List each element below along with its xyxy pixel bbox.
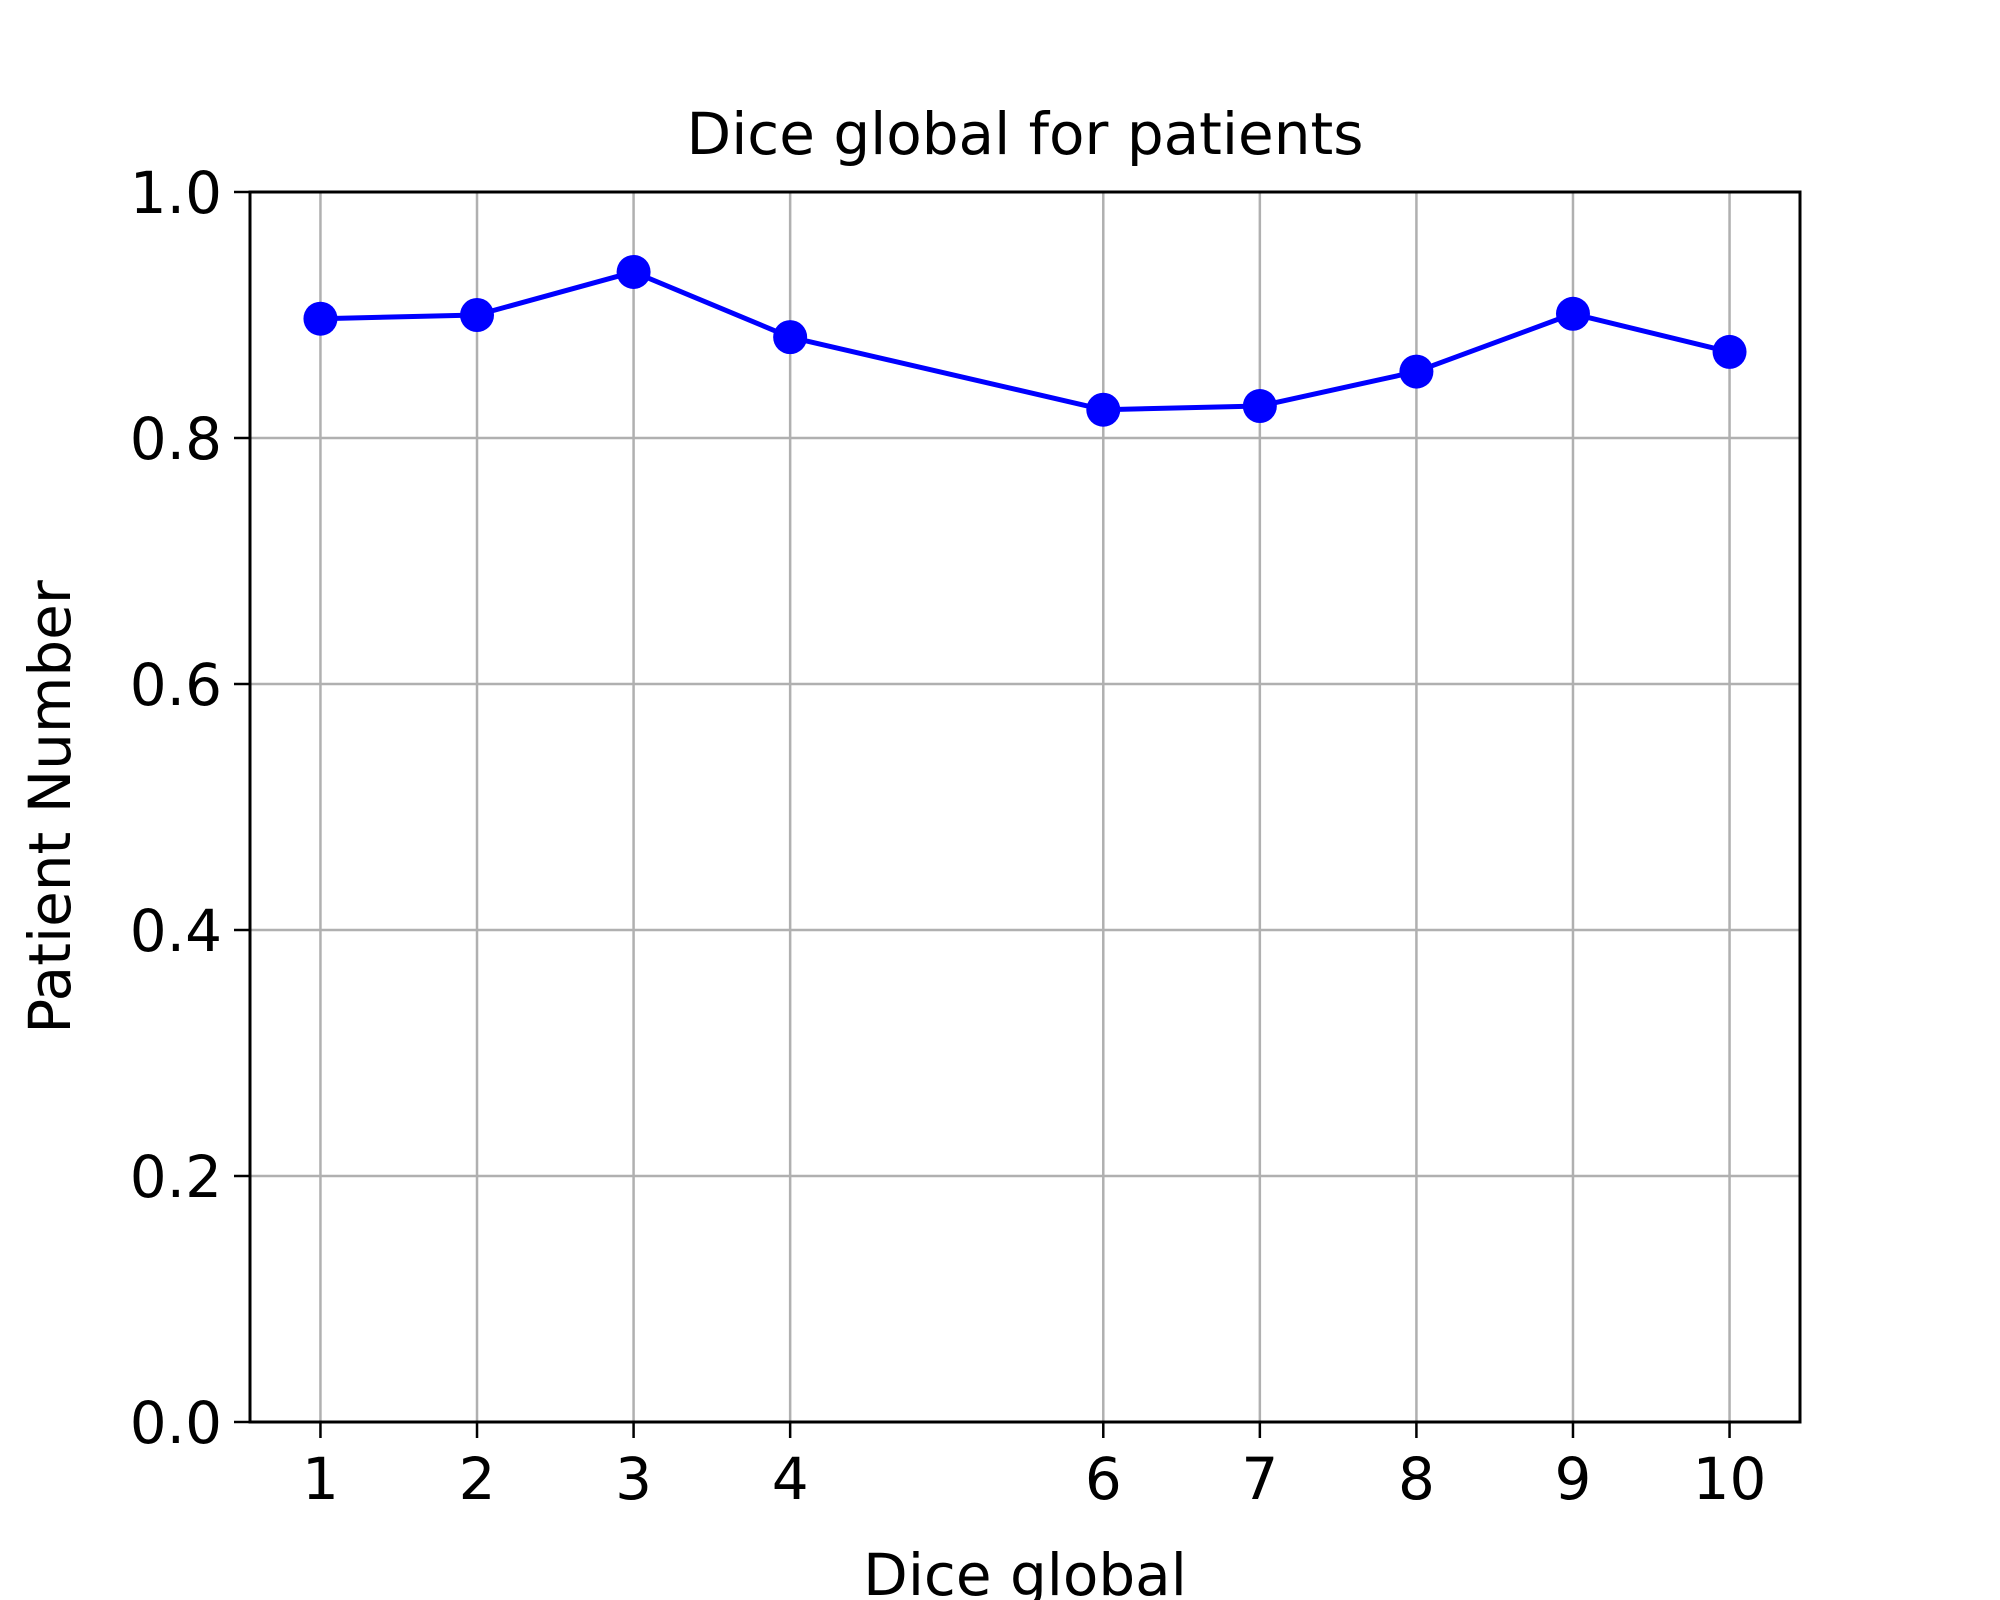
x-tick-label: 10 xyxy=(1693,1445,1767,1513)
data-point xyxy=(616,254,651,289)
y-tick-label: 0.4 xyxy=(130,897,222,965)
x-tick-label: 3 xyxy=(615,1445,652,1513)
data-point xyxy=(1399,354,1434,389)
chart-title: Dice global for patients xyxy=(687,100,1364,168)
plot-frame xyxy=(248,190,1802,1424)
y-tick-label: 1.0 xyxy=(130,159,222,227)
y-tick-label: 0.6 xyxy=(130,651,222,719)
x-tick-label: 8 xyxy=(1398,1445,1435,1513)
data-point xyxy=(1712,334,1747,369)
data-point xyxy=(460,298,495,332)
y-tick-label: 0.0 xyxy=(130,1389,222,1457)
x-tick-label: 7 xyxy=(1241,1445,1278,1513)
data-point xyxy=(1242,389,1277,424)
y-tick-label: 0.8 xyxy=(130,405,222,473)
data-point xyxy=(303,301,338,336)
x-tick-label: 4 xyxy=(772,1445,809,1513)
data-point xyxy=(773,320,808,355)
series-markers xyxy=(303,254,1747,427)
x-axis-label: Dice global xyxy=(863,1541,1187,1600)
x-tick-label: 6 xyxy=(1085,1445,1122,1513)
x-tick-label: 9 xyxy=(1555,1445,1592,1513)
data-point xyxy=(1555,296,1590,331)
x-tick-label: 2 xyxy=(459,1445,496,1513)
x-tick-label: 1 xyxy=(302,1445,339,1513)
y-tick-label: 0.2 xyxy=(130,1143,222,1211)
y-axis-label: Patient Number xyxy=(16,580,84,1034)
data-point xyxy=(1086,392,1121,427)
axis-ticks: 1 2 3 4 6 7 8 9 10 0.0 0.2 0.4 0.6 0.8 1.0 xyxy=(130,159,1767,1513)
